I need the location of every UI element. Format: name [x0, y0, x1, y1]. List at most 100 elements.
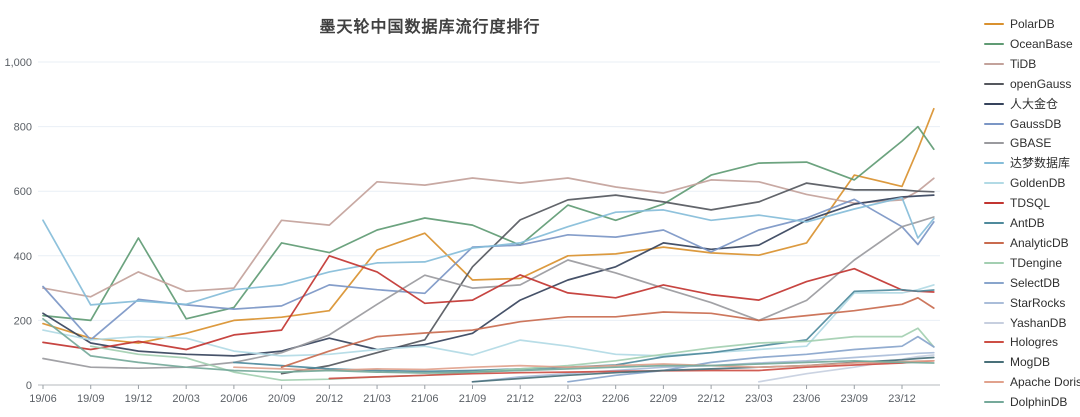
- legend-item-TiDB[interactable]: TiDB: [984, 57, 1036, 71]
- series-line-GaussDB: [42, 198, 935, 341]
- x-axis-tick-label: 23/03: [745, 393, 773, 405]
- series-line-TDSQL: [42, 254, 935, 351]
- legend-item-TDSQL[interactable]: TDSQL: [984, 196, 1050, 210]
- x-axis-tick-label: 19/12: [125, 393, 153, 405]
- series-line-openGauss: [280, 182, 935, 375]
- legend-item-openGauss[interactable]: openGauss: [984, 77, 1071, 91]
- x-axis-tick-label: 20/06: [220, 393, 248, 405]
- legend-item-StarRocks[interactable]: StarRocks: [984, 296, 1065, 310]
- legend-label: openGauss: [1010, 76, 1072, 91]
- legend-swatch-达梦数据库: [984, 162, 1004, 165]
- legend-swatch-AnalyticDB: [984, 241, 1004, 244]
- series-line-TiDB: [42, 177, 935, 298]
- legend-item-YashanDB[interactable]: YashanDB: [984, 316, 1066, 330]
- legend-swatch-Apache Doris: [984, 381, 1004, 384]
- x-axis-tick-label: 20/09: [268, 393, 296, 405]
- legend-item-GoldenDB[interactable]: GoldenDB: [984, 176, 1065, 190]
- legend-item-DolphinDB[interactable]: DolphinDB: [984, 395, 1067, 409]
- series-line-AnalyticDB: [280, 296, 935, 369]
- y-axis-tick-label: 1,000: [4, 57, 32, 69]
- x-axis-tick-label: 19/06: [29, 393, 57, 405]
- x-axis-tick-label: 21/12: [506, 393, 534, 405]
- y-axis-tick-label: 0: [26, 380, 32, 392]
- legend-item-TDengine[interactable]: TDengine: [984, 256, 1062, 270]
- legend-item-PolarDB[interactable]: PolarDB: [984, 17, 1055, 31]
- legend-label: 达梦数据库: [1010, 156, 1071, 171]
- legend-label: OceanBase: [1010, 36, 1073, 51]
- legend-label: GaussDB: [1010, 116, 1062, 131]
- legend-swatch-GaussDB: [984, 122, 1004, 125]
- legend-label: Hologres: [1010, 335, 1059, 350]
- legend-item-SelectDB[interactable]: SelectDB: [984, 276, 1060, 290]
- series-line-PolarDB: [42, 107, 935, 344]
- legend-item-OceanBase[interactable]: OceanBase: [984, 37, 1073, 51]
- x-axis-tick-label: 23/06: [793, 393, 821, 405]
- legend-swatch-DolphinDB: [984, 401, 1004, 404]
- x-axis-tick-label: 23/12: [888, 393, 916, 405]
- legend-swatch-TiDB: [984, 62, 1004, 65]
- legend-item-AntDB[interactable]: AntDB: [984, 216, 1045, 230]
- legend-label: DolphinDB: [1010, 395, 1068, 410]
- legend-swatch-PolarDB: [984, 23, 1004, 25]
- legend-item-Hologres[interactable]: Hologres: [984, 335, 1058, 349]
- x-axis-tick-label: 22/03: [554, 393, 582, 405]
- legend-label: AntDB: [1010, 216, 1045, 230]
- x-axis-tick-label: 22/06: [602, 393, 630, 405]
- legend-swatch-GBASE: [984, 142, 1004, 145]
- legend-label: TDSQL: [1010, 196, 1051, 211]
- x-axis-tick-label: 22/09: [650, 393, 678, 405]
- series-line-DolphinDB: [42, 317, 935, 374]
- x-axis-tick-label: 21/06: [411, 393, 439, 405]
- chart-title: 墨天轮中国数据库流行度排行: [319, 19, 541, 36]
- x-axis-tick-label: 21/09: [459, 393, 487, 405]
- legend-label: 人大金仓: [1010, 96, 1059, 111]
- y-axis-tick-label: 600: [14, 186, 32, 198]
- legend-item-Apache Doris[interactable]: Apache Doris: [984, 375, 1080, 389]
- y-axis-tick-label: 200: [14, 315, 32, 327]
- legend-item-人大金仓[interactable]: 人大金仓: [984, 97, 1058, 111]
- legend-swatch-TDengine: [984, 261, 1004, 264]
- legend-item-MogDB[interactable]: MogDB: [984, 355, 1050, 369]
- legend-label: GBASE: [1010, 136, 1052, 151]
- series-line-Apache Doris: [233, 359, 935, 372]
- legend-swatch-StarRocks: [984, 301, 1004, 304]
- x-axis-tick-label: 19/09: [77, 393, 105, 405]
- legend-swatch-openGauss: [984, 82, 1004, 85]
- x-axis-tick-label: 23/09: [841, 393, 869, 405]
- x-axis-tick-label: 20/12: [316, 393, 344, 405]
- legend-swatch-Hologres: [984, 341, 1004, 344]
- x-axis-tick-label: 21/03: [363, 393, 391, 405]
- legend-label: AnalyticDB: [1010, 235, 1069, 250]
- legend-label: PolarDB: [1010, 17, 1055, 31]
- series-line-达梦数据库: [42, 196, 935, 306]
- legend-swatch-MogDB: [984, 361, 1004, 364]
- legend-label: SelectDB: [1010, 275, 1061, 290]
- legend-label: StarRocks: [1010, 295, 1066, 310]
- legend-swatch-SelectDB: [984, 281, 1004, 284]
- legend-swatch-人大金仓: [984, 102, 1004, 105]
- legend-swatch-AntDB: [984, 222, 1004, 224]
- legend-item-GBASE[interactable]: GBASE: [984, 136, 1051, 150]
- x-axis-tick-label: 20/03: [172, 393, 200, 405]
- legend-label: MogDB: [1010, 355, 1051, 370]
- legend-label: TDengine: [1010, 255, 1063, 270]
- legend-item-达梦数据库[interactable]: 达梦数据库: [984, 156, 1070, 170]
- legend-swatch-OceanBase: [984, 42, 1004, 45]
- series-line-SelectDB: [567, 335, 935, 383]
- legend-item-GaussDB[interactable]: GaussDB: [984, 117, 1061, 131]
- legend-swatch-GoldenDB: [984, 182, 1004, 185]
- legend-label: TiDB: [1010, 56, 1037, 71]
- legend-swatch-TDSQL: [984, 202, 1004, 205]
- x-axis-tick-label: 22/12: [697, 393, 725, 405]
- legend-label: Apache Doris: [1010, 375, 1080, 390]
- y-axis-tick-label: 800: [14, 122, 32, 134]
- legend-item-AnalyticDB[interactable]: AnalyticDB: [984, 236, 1069, 250]
- legend-swatch-YashanDB: [984, 321, 1004, 324]
- legend-label: GoldenDB: [1010, 176, 1066, 191]
- y-axis-tick-label: 400: [14, 251, 32, 263]
- series-line-人大金仓: [42, 194, 935, 357]
- series-line-GoldenDB: [42, 284, 935, 357]
- series-line-MogDB: [471, 356, 935, 383]
